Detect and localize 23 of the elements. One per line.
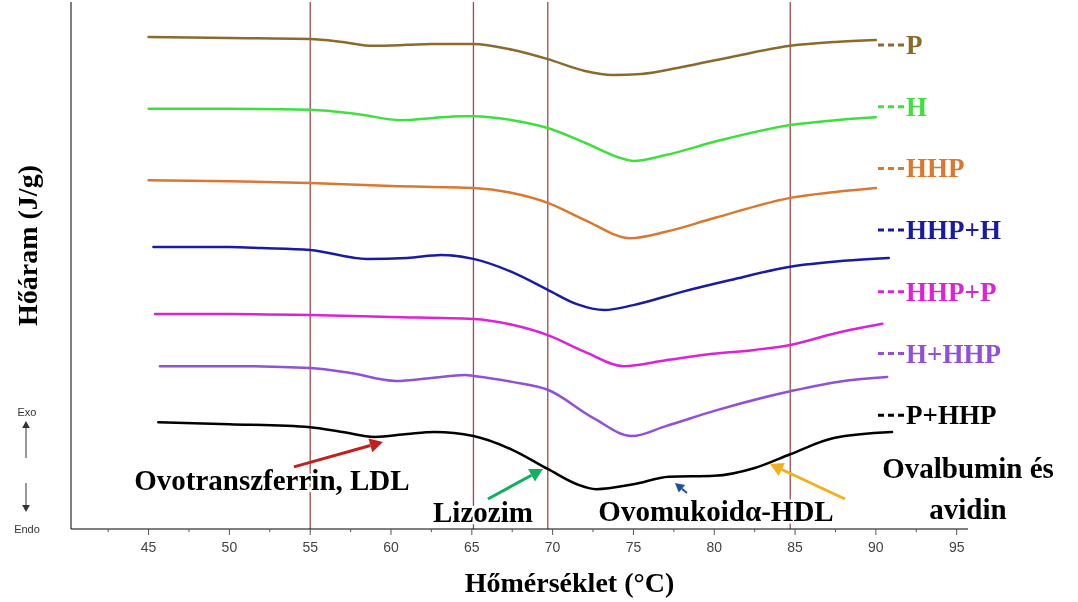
legend-label: P+HHP (906, 400, 997, 431)
annotation: Ovalbumin és avidin (882, 452, 1054, 525)
x-axis-title: Hőmérséklet (°C) (464, 567, 675, 598)
x-tick-label: 95 (948, 539, 965, 555)
x-tick-label: 50 (221, 539, 238, 555)
legend-label: HHP (906, 153, 965, 184)
x-tick-label: 70 (544, 539, 561, 555)
x-tick-label: 60 (383, 539, 400, 555)
legend-label: HHP+H (906, 215, 1001, 246)
x-tick-label: 55 (302, 539, 319, 555)
x-tick-label: 90 (868, 539, 884, 555)
text: Exo (17, 406, 37, 418)
x-tick-label: 65 (464, 539, 480, 555)
x-tick-label: 75 (625, 539, 642, 555)
text: Endo (14, 523, 40, 535)
legend-label: H (906, 91, 928, 122)
legend-label: HHP+P (906, 276, 997, 307)
legend-label: P (906, 30, 923, 60)
x-tick-label: 80 (706, 539, 723, 555)
y-axis-title: Hőáram (J/g) (12, 165, 43, 326)
legend-label: H+HHP (906, 338, 1001, 369)
x-tick-label: 85 (787, 539, 804, 555)
x-tick-label: 45 (140, 539, 157, 555)
